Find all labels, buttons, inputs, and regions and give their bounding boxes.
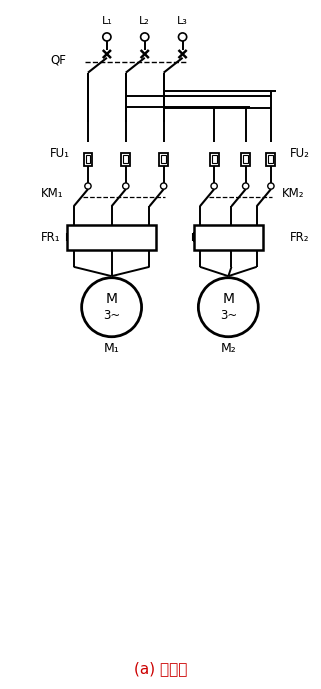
Bar [268,156,273,163]
Text: L₂: L₂ [139,17,150,26]
Text: L₃: L₃ [177,17,188,26]
Text: FU₁: FU₁ [50,147,70,160]
Bar [159,153,168,166]
Bar [83,153,92,166]
Text: KM₂: KM₂ [282,187,304,200]
Text: 3~: 3~ [220,309,237,322]
Bar [85,156,91,163]
Text: M₂: M₂ [221,342,236,355]
Circle shape [82,278,142,337]
Bar [67,225,156,249]
Text: M: M [222,291,234,305]
Text: QF: QF [50,54,66,67]
Bar [241,153,250,166]
Text: KM₁: KM₁ [41,187,63,200]
Bar [194,225,263,249]
Bar [266,153,275,166]
Text: 3~: 3~ [103,309,120,322]
Bar [123,156,128,163]
Text: FR₁: FR₁ [41,231,60,244]
Text: L₁: L₁ [101,17,112,26]
Bar [121,153,130,166]
Text: M₁: M₁ [104,342,119,355]
Bar [210,153,219,166]
Text: FU₂: FU₂ [290,147,310,160]
Text: M: M [106,291,117,305]
Text: FR₂: FR₂ [290,231,309,244]
Circle shape [198,278,258,337]
Bar [161,156,166,163]
Bar [243,156,248,163]
Text: (a) 主回路: (a) 主回路 [134,661,187,677]
Bar [212,156,217,163]
